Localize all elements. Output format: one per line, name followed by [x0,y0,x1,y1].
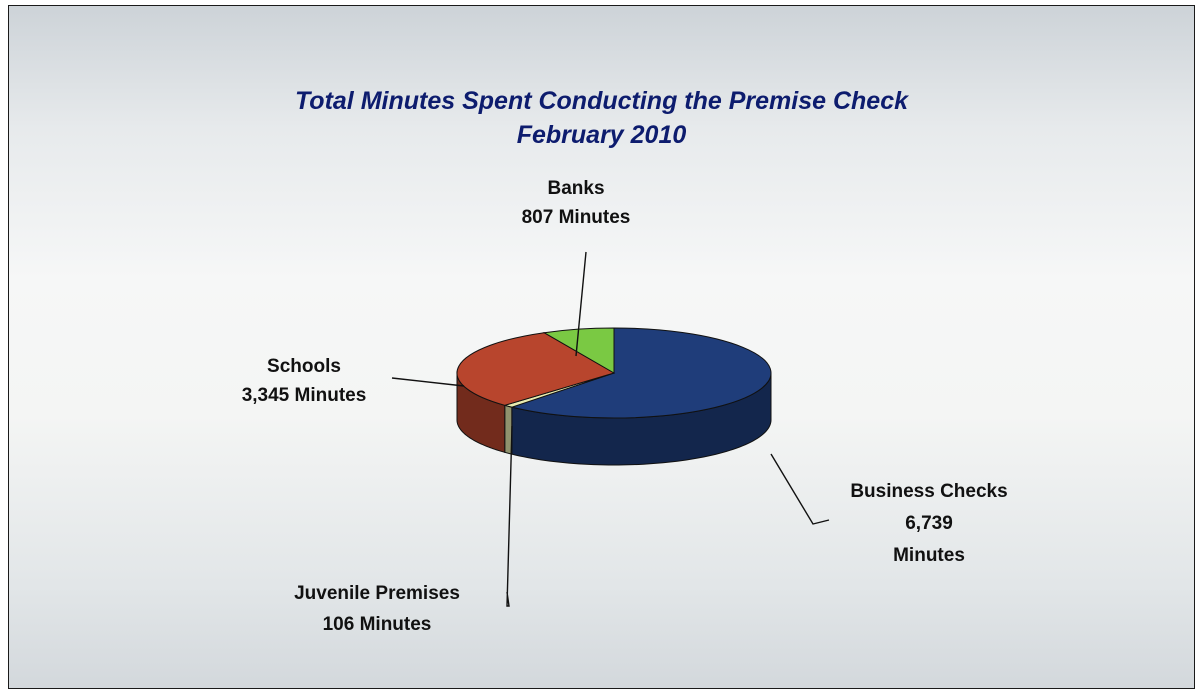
label-banks: Banks 807 Minutes [491,174,661,232]
chart-subtitle: February 2010 [516,121,687,149]
label-schools: Schools 3,345 Minutes [209,352,399,410]
label-juvenile: Juvenile Premises 106 Minutes [257,578,497,640]
pie-slice-business [510,327,772,419]
leader-line-business [770,453,830,525]
label-business-value: 6,739 [905,513,953,534]
label-banks-name: Banks [547,178,605,199]
label-schools-name: Schools [267,356,341,377]
label-schools-value: 3,345 Minutes [241,385,367,406]
leader-line-juvenile [506,425,513,607]
chart-title: Total Minutes Spent Conducting the Premi… [294,87,909,115]
chart-frame: Total Minutes Spent Conducting the Premi… [8,5,1195,689]
pie-chart [391,251,830,607]
label-banks-value: 807 Minutes [521,207,631,228]
label-business-name: Business Checks [850,481,1008,502]
label-business: Business Checks 6,739 Minutes [819,476,1039,572]
label-juvenile-value: 106 Minutes [322,614,432,635]
label-business-unit: Minutes [893,545,965,566]
leader-line-banks [575,251,587,357]
leader-line-schools [391,377,465,387]
label-juvenile-name: Juvenile Premises [294,583,460,604]
